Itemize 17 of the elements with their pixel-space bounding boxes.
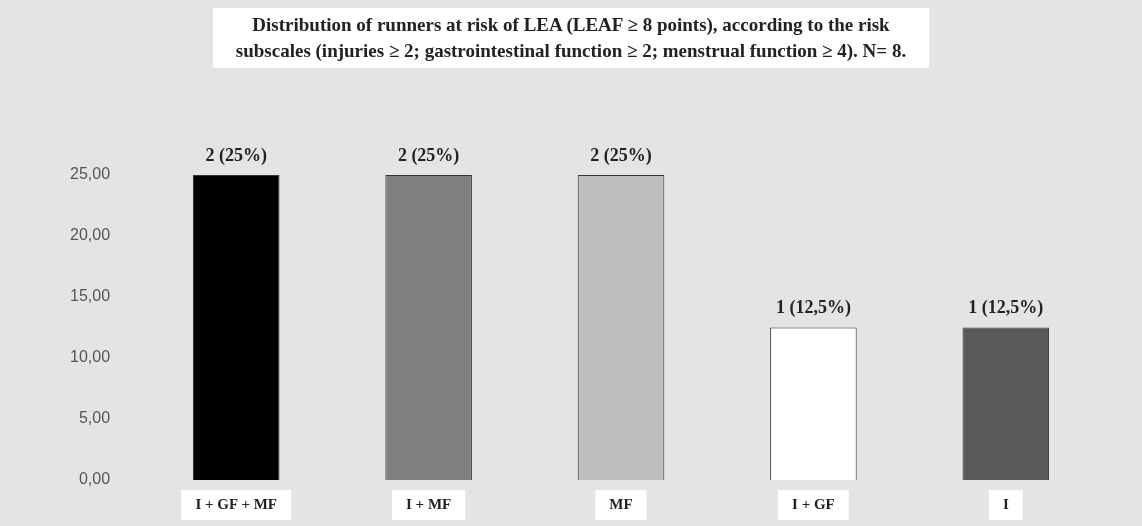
data-label: 2 (25%) <box>205 144 267 166</box>
chart-title: Distribution of runners at risk of LEA (LEAF ≥ 8 points), according to the risk subscales (injuries ≥ 2; gastrointestinal function ≥ 2; menstrual function ≥ 4). N= 8. <box>213 8 929 68</box>
x-tick-label: I <box>1002 495 1009 512</box>
y-tick-label: 10,00 <box>69 348 111 366</box>
data-label: 1 (12,5%) <box>775 297 851 319</box>
x-tick-label: I + MF <box>406 495 452 512</box>
data-label: 1 (12,5%) <box>968 297 1044 319</box>
y-tick-label: 15,00 <box>69 287 111 305</box>
y-tick-label: 0,00 <box>78 470 111 488</box>
x-tick-label: I + GF + MF <box>195 495 277 512</box>
data-label: 2 (25%) <box>590 144 652 166</box>
x-tick-label: I + GF <box>792 495 835 512</box>
y-tick-label: 20,00 <box>69 226 111 244</box>
y-tick-label: 5,00 <box>78 409 111 427</box>
y-tick-label: 25,00 <box>69 165 111 183</box>
x-tick-label: MF <box>609 495 633 512</box>
data-label: 2 (25%) <box>397 144 460 166</box>
